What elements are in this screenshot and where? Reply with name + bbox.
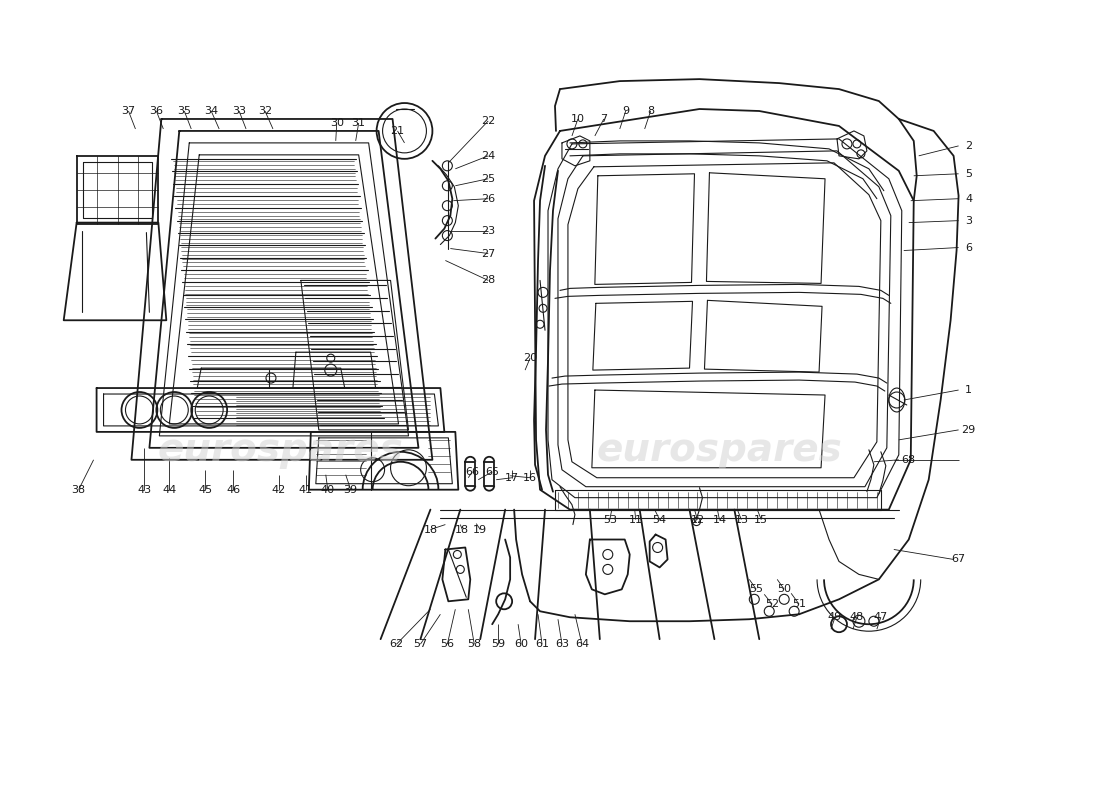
Text: 36: 36 [150,106,164,116]
Text: 33: 33 [232,106,246,116]
Text: 25: 25 [481,174,495,184]
Text: 37: 37 [121,106,135,116]
Text: 56: 56 [440,639,454,649]
Text: eurospares: eurospares [158,431,404,469]
Text: 35: 35 [177,106,191,116]
Text: 3: 3 [965,216,972,226]
Text: 63: 63 [556,639,569,649]
Text: 46: 46 [226,485,240,494]
Text: 15: 15 [755,514,768,525]
Text: 28: 28 [481,275,495,286]
Text: 18: 18 [455,525,470,534]
Text: 12: 12 [691,514,704,525]
Text: 13: 13 [735,514,748,525]
Text: 29: 29 [961,425,976,435]
Text: 32: 32 [257,106,272,116]
Text: 50: 50 [778,584,791,594]
Text: 65: 65 [485,466,499,477]
Text: 54: 54 [652,514,667,525]
Text: 5: 5 [965,169,972,178]
Text: 22: 22 [481,116,495,126]
Text: 8: 8 [647,106,654,116]
Text: 23: 23 [481,226,495,235]
Text: 67: 67 [952,554,966,565]
Text: 55: 55 [749,584,763,594]
Text: 40: 40 [321,485,334,494]
Text: 61: 61 [535,639,549,649]
Text: 20: 20 [522,353,537,363]
Text: 9: 9 [623,106,629,116]
Text: 60: 60 [514,639,528,649]
Text: 48: 48 [850,612,865,622]
Text: 41: 41 [299,485,312,494]
Text: 11: 11 [629,514,642,525]
Text: eurospares: eurospares [596,431,843,469]
Text: 17: 17 [505,473,519,482]
Text: 16: 16 [524,473,537,482]
Text: 19: 19 [473,525,487,534]
Text: 38: 38 [72,485,86,494]
Text: 31: 31 [352,118,365,128]
Text: 59: 59 [491,639,505,649]
Text: 66: 66 [465,466,480,477]
Text: 1: 1 [965,385,972,395]
Text: 47: 47 [873,612,888,622]
Text: 62: 62 [389,639,404,649]
Text: 68: 68 [902,454,916,465]
Text: 58: 58 [468,639,482,649]
Text: 57: 57 [414,639,428,649]
Text: 44: 44 [162,485,176,494]
Text: 39: 39 [343,485,358,494]
Text: 49: 49 [828,612,843,622]
Text: 51: 51 [792,599,806,610]
Text: 18: 18 [424,525,438,534]
Text: 26: 26 [481,194,495,204]
Text: 2: 2 [965,141,972,151]
Text: 7: 7 [601,114,607,124]
Text: 53: 53 [603,514,617,525]
Text: 27: 27 [481,249,495,258]
Text: 45: 45 [198,485,212,494]
Text: 42: 42 [272,485,286,494]
Text: 4: 4 [965,194,972,204]
Text: 14: 14 [713,514,726,525]
Text: 10: 10 [571,114,585,124]
Text: 43: 43 [138,485,152,494]
Text: 30: 30 [330,118,343,128]
Text: 34: 34 [205,106,218,116]
Text: 64: 64 [575,639,589,649]
Text: 21: 21 [390,126,405,136]
Text: 6: 6 [965,242,972,253]
Text: 24: 24 [481,151,495,161]
Text: 52: 52 [766,599,779,610]
